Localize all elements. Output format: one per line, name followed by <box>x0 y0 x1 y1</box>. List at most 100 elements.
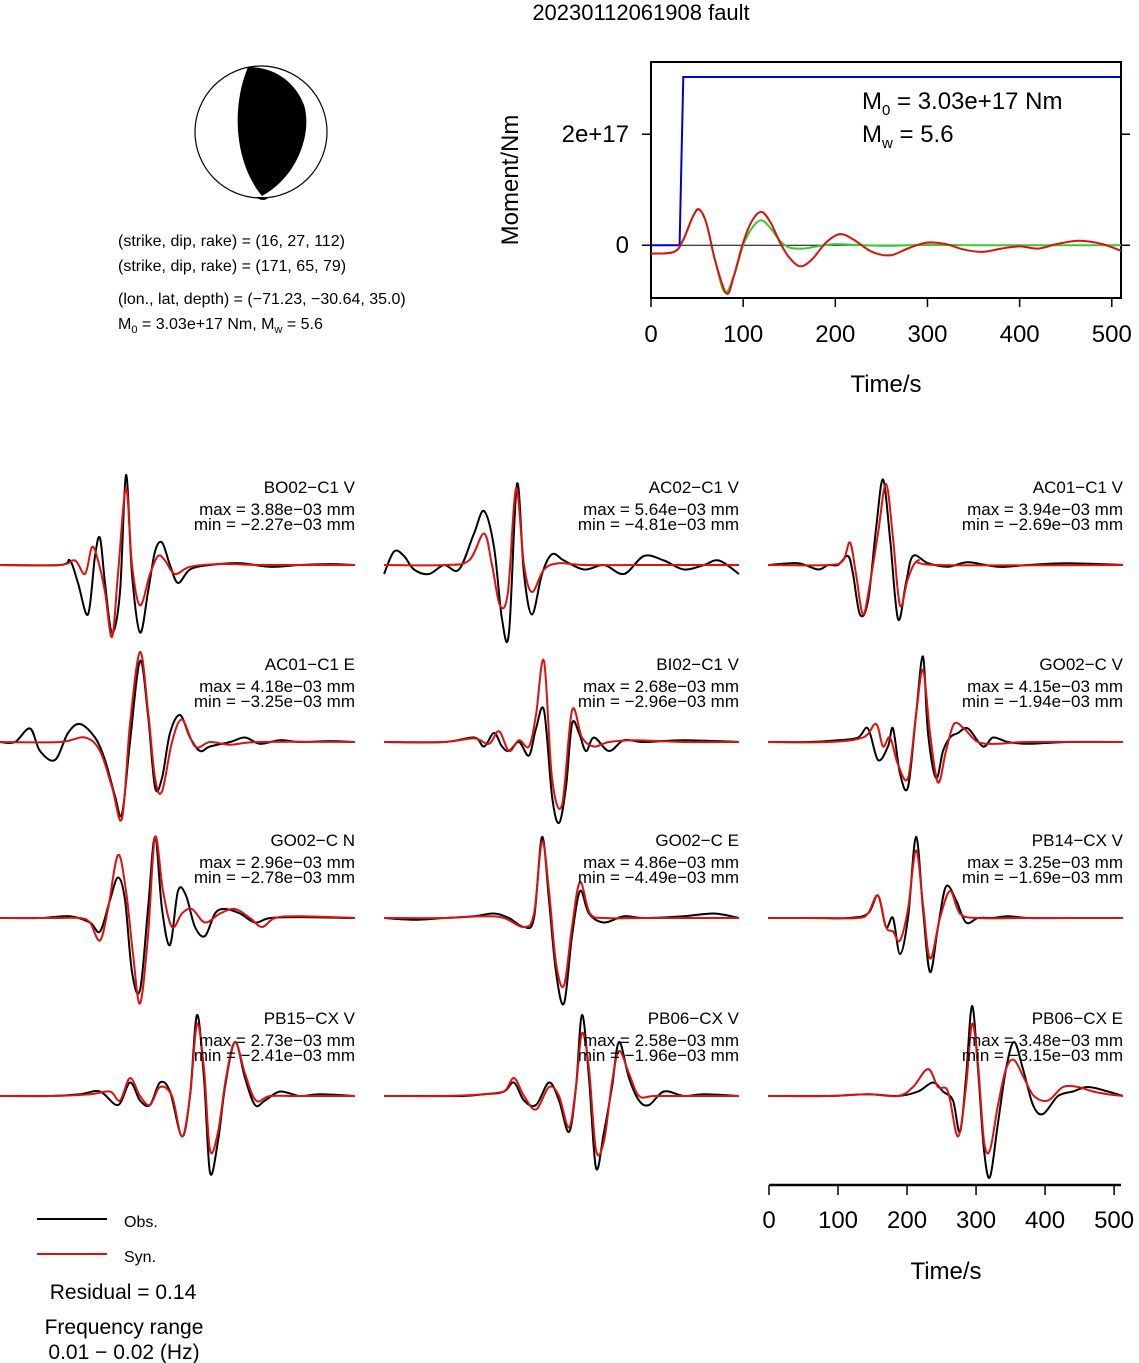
station-max: max = 3.25e−03 mm <box>967 853 1123 872</box>
synthetic-trace <box>383 487 739 610</box>
beachball <box>194 65 328 200</box>
station-name: PB15−CX V <box>264 1009 356 1028</box>
m0-symbol: M <box>118 316 131 333</box>
station-max: max = 3.94e−03 mm <box>967 500 1123 519</box>
waveform-xtick-label: 0 <box>762 1207 775 1234</box>
moment-summary-text: M0 = 3.03e+17 Nm, Mw = 5.6 <box>118 316 323 336</box>
annot-mw-value: = 5.6 <box>893 121 954 148</box>
moment-ylabel: Moment/Nm <box>497 115 524 246</box>
observed-trace <box>767 1004 1124 1179</box>
frequency-value: 0.01 − 0.02 (Hz) <box>48 1341 199 1363</box>
synthetic-trace <box>767 668 1124 784</box>
synthetic-trace <box>0 650 356 822</box>
beachball-lower-sliver <box>256 197 269 200</box>
station-min: min = −4.81e−03 mm <box>578 515 739 534</box>
annot-m0-symbol: M <box>862 88 882 115</box>
observed-trace <box>0 473 356 634</box>
station-name: AC02−C1 V <box>649 478 740 497</box>
synthetic-trace <box>767 482 1124 616</box>
beachball-compressional-quadrant <box>237 67 307 196</box>
station-name: AC01−C1 E <box>265 655 355 674</box>
station-max: max = 4.18e−03 mm <box>199 677 355 696</box>
moment-xtick-label: 300 <box>907 321 947 348</box>
station-max: max = 3.48e−03 mm <box>967 1031 1123 1050</box>
observed-trace <box>383 706 740 825</box>
legend-obs-label: Obs. <box>124 1214 158 1231</box>
station-name: GO02−C E <box>655 831 739 850</box>
waveform-xtick-label: 200 <box>887 1207 927 1234</box>
mw-value: = 5.6 <box>282 316 323 333</box>
moment-plot-frame <box>650 61 1122 299</box>
station-name: BI02−C1 V <box>656 655 739 674</box>
synthetic-trace <box>383 840 739 988</box>
legend-syn-label: Syn. <box>124 1249 156 1266</box>
station-min: min = −1.69e−03 mm <box>962 868 1123 887</box>
mw-subscript: w <box>273 324 282 336</box>
synthetic-trace <box>767 1022 1124 1155</box>
figure-title: 20230112061908 fault <box>532 0 749 25</box>
station-min: min = −4.49e−03 mm <box>578 868 739 887</box>
waveform-xtick-label: 500 <box>1094 1207 1134 1234</box>
station-max: max = 4.86e−03 mm <box>583 853 739 872</box>
station-max: max = 5.64e−03 mm <box>583 500 739 519</box>
station-min: min = −2.41e−03 mm <box>194 1046 355 1065</box>
moment-xtick-label: 100 <box>723 321 763 348</box>
moment-xtick-label: 400 <box>1000 321 1040 348</box>
station-name: PB14−CX V <box>1032 831 1124 850</box>
plane1-text: (strike, dip, rake) = (16, 27, 112) <box>118 233 345 250</box>
station-name: GO02−C N <box>270 831 355 850</box>
synthetic-trace <box>383 658 740 810</box>
moment-xlabel: Time/s <box>850 371 921 398</box>
waveform-time-axis: Time/s 0 100 200 300 400 500 <box>762 1183 1134 1285</box>
station-max: max = 2.68e−03 mm <box>583 677 739 696</box>
waveform-xtick-label: 400 <box>1025 1207 1065 1234</box>
moment-annotation-mw: Mw = 5.6 <box>862 121 954 152</box>
annot-m0-value: = 3.03e+17 Nm <box>890 88 1062 115</box>
observed-trace <box>0 835 356 995</box>
station-name: PB06−CX V <box>648 1009 740 1028</box>
observed-trace <box>0 1013 356 1176</box>
moment-ytick-label: 0 <box>616 232 629 259</box>
moment-series-moment <box>651 76 1121 247</box>
station-min: min = −3.15e−03 mm <box>962 1046 1123 1065</box>
station-min: min = −1.96e−03 mm <box>578 1046 739 1065</box>
station-name: GO02−C V <box>1039 655 1123 674</box>
station-max: max = 4.15e−03 mm <box>967 677 1123 696</box>
moment-xtick-label: 500 <box>1092 321 1132 348</box>
synthetic-trace <box>0 1022 355 1155</box>
synthetic-trace <box>0 487 355 639</box>
annot-mw-symbol: M <box>862 121 882 148</box>
waveform-xlabel: Time/s <box>910 1258 981 1285</box>
synthetic-trace <box>768 849 1123 960</box>
station-min: min = −2.27e−03 mm <box>194 515 355 534</box>
moment-ytick-label: 2e+17 <box>562 121 629 148</box>
residual-text: Residual = 0.14 <box>50 1281 197 1304</box>
m0-subscript: 0 <box>131 324 137 336</box>
annot-mw-subscript: w <box>881 135 893 152</box>
moment-xtick-label: 200 <box>815 321 855 348</box>
waveform-xtick-label: 300 <box>956 1207 996 1234</box>
station-name: AC01−C1 V <box>1033 478 1124 497</box>
annot-m0-subscript: 0 <box>882 102 890 119</box>
station-min: min = −1.94e−03 mm <box>962 692 1123 711</box>
station-min: min = −3.25e−03 mm <box>194 692 355 711</box>
station-min: min = −2.78e−03 mm <box>194 868 355 887</box>
station-name: BO02−C1 V <box>264 478 356 497</box>
moment-xtick-label: 0 <box>644 321 657 348</box>
waveform-xtick-label: 100 <box>818 1207 858 1234</box>
station-min: min = −2.96e−03 mm <box>578 692 739 711</box>
